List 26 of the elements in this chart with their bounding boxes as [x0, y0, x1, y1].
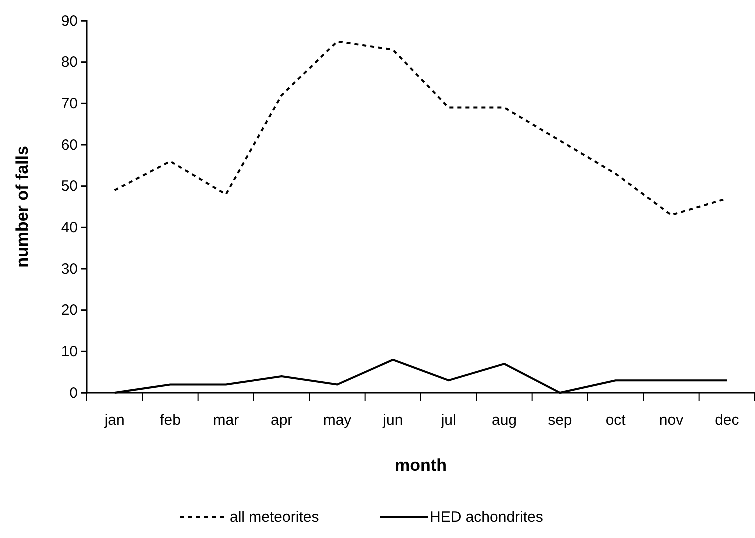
x-tick-label: mar [213, 412, 240, 429]
y-tick-label: 60 [61, 136, 78, 154]
legend-label: HED achondrites [430, 509, 544, 526]
y-axis-title: number of falls [13, 146, 32, 268]
x-tick-label: jun [382, 412, 404, 429]
y-tick-label: 30 [61, 260, 78, 278]
x-tick-label: apr [270, 412, 293, 429]
x-tick-label: feb [160, 412, 181, 429]
x-tick-label: oct [606, 412, 627, 429]
x-tick-label: aug [492, 412, 518, 429]
legend-label: all meteorites [230, 509, 320, 526]
y-tick-label: 40 [61, 219, 78, 236]
x-tick-label: sep [548, 412, 572, 429]
x-tick-label: dec [715, 412, 740, 429]
y-tick-label: 90 [61, 12, 78, 30]
x-tick-label: may [323, 412, 352, 429]
x-tick-label: nov [659, 412, 684, 429]
y-tick-label: 70 [61, 95, 78, 112]
y-tick-label: 0 [70, 384, 78, 402]
y-tick-label: 80 [61, 54, 78, 72]
x-axis-title: month [395, 456, 447, 475]
y-tick-label: 50 [61, 178, 78, 196]
x-tick-label: jul [440, 412, 456, 429]
y-tick-label: 20 [61, 302, 78, 320]
y-tick-label: 10 [61, 343, 78, 360]
x-tick-label: jan [104, 412, 125, 429]
